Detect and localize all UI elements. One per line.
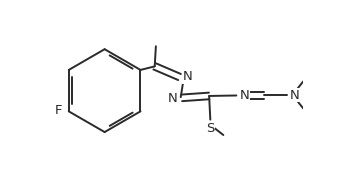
Text: N: N [183,70,193,83]
Text: N: N [290,89,299,102]
Text: N: N [168,92,177,105]
Text: F: F [54,104,62,117]
Text: N: N [240,89,249,102]
Text: S: S [206,122,215,135]
